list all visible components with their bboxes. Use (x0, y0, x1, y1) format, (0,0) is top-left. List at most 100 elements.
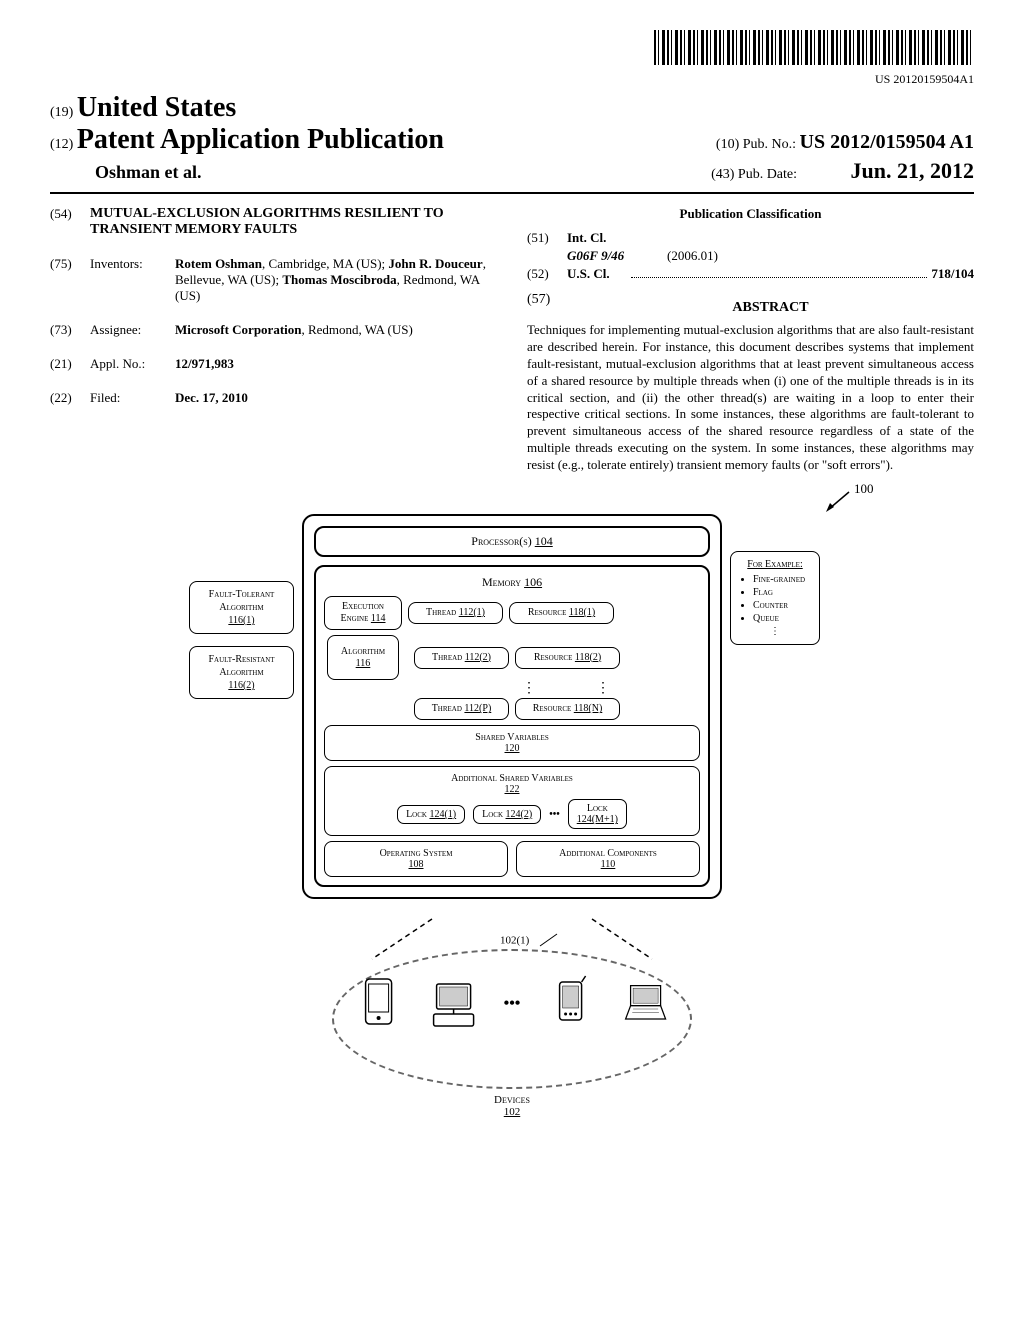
phone-icon (354, 974, 404, 1034)
ref-102-1: 102(1) (500, 931, 562, 951)
authors: Oshman et al. (95, 162, 202, 182)
shared-vars-box: Shared Variables120 (324, 725, 700, 761)
appl-no: 12/971,983 (175, 356, 497, 372)
memory-title: Memory 106 (324, 575, 700, 590)
country-code: (19) (50, 105, 73, 120)
fault-tolerant-box: Fault-Tolerant Algorithm116(1) (189, 581, 294, 634)
content-columns: (54) MUTUAL-EXCLUSION ALGORITHMS RESILIE… (50, 206, 974, 474)
pda-icon (545, 974, 595, 1034)
author-line: Oshman et al. (43) Pub. Date: Jun. 21, 2… (50, 158, 974, 184)
lock-2-box: Lock 124(2) (473, 805, 541, 824)
ref-100: 100 (824, 484, 874, 519)
filed-label: Filed: (90, 390, 175, 406)
header-section: (19) United States (12) Patent Applicati… (50, 92, 974, 194)
execution-engine-box: Execution Engine 114 (324, 596, 402, 630)
resource-2-box: Resource 118(2) (515, 647, 620, 669)
thread-2-box: Thread 112(2) (414, 647, 509, 669)
ex-item: Counter (753, 599, 811, 612)
title-code: (54) (50, 206, 90, 238)
appl-row: (21) Appl. No.: 12/971,983 (50, 356, 497, 372)
barcode (654, 30, 974, 65)
ref-100-label: 100 (854, 481, 874, 497)
invention-title: MUTUAL-EXCLUSION ALGORITHMS RESILIENT TO… (90, 206, 497, 238)
assignee-label: Assignee: (90, 322, 175, 338)
lock-row: Lock 124(1) Lock 124(2) ••• Lock124(M+1) (331, 799, 693, 829)
ex-item: Fine-grained (753, 573, 811, 586)
country-line: (19) United States (50, 92, 974, 124)
vdots-icon: ⋮ (596, 685, 610, 693)
abstract-header: (57) ABSTRACT (527, 292, 974, 322)
os-box: Operating System108 (324, 841, 508, 877)
barcode-area: US 20120159504A1 (50, 30, 974, 87)
intcl-label: Int. Cl. (567, 230, 627, 246)
filed-date: Dec. 17, 2010 (175, 390, 497, 406)
mem-row-3: Thread 112(P) Resource 118(N) (324, 698, 700, 720)
processors-box: Processor(s) 104 (314, 526, 710, 557)
uscl-code: (52) (527, 266, 567, 282)
system-outer-box: Fault-Tolerant Algorithm116(1) Fault-Res… (302, 514, 722, 899)
uscl-row: (52) U.S. Cl. 718/104 (527, 266, 974, 282)
appl-code: (21) (50, 356, 90, 372)
laptop-icon (620, 974, 670, 1034)
ex-item: Flag (753, 586, 811, 599)
pub-no-label: Pub. No.: (743, 137, 796, 152)
bottom-row: Operating System108 Additional Component… (324, 841, 700, 877)
author-left: Oshman et al. (50, 162, 202, 183)
classification-title: Publication Classification (527, 206, 974, 222)
assignee-value: Microsoft Corporation, Redmond, WA (US) (175, 322, 497, 338)
pub-type: Patent Application Publication (77, 124, 444, 155)
example-title: For Example: (739, 558, 811, 571)
mem-row-dots: ⋮ ⋮ (324, 685, 700, 693)
additional-shared-box: Additional Shared Variables122 Lock 124(… (324, 766, 700, 836)
inventors-value: Rotem Oshman, Cambridge, MA (US); John R… (175, 256, 497, 304)
thread-p-box: Thread 112(P) (414, 698, 509, 720)
devices-area: 102(1) (212, 919, 812, 1139)
inventors-row: (75) Inventors: Rotem Oshman, Cambridge,… (50, 256, 497, 304)
patent-page: US 20120159504A1 (19) United States (12)… (0, 0, 1024, 1204)
lock-1-box: Lock 124(1) (397, 805, 465, 824)
lock-m-box: Lock124(M+1) (568, 799, 627, 829)
pub-code: (12) (50, 137, 73, 152)
ellipsis-icon: ••• (549, 809, 560, 820)
fault-resistant-box: Fault-Resistant Algorithm116(2) (189, 646, 294, 699)
pub-no-code: (10) (716, 137, 739, 152)
vdots-icon: ⋮ (522, 685, 536, 693)
right-column: Publication Classification (51) Int. Cl.… (527, 206, 974, 474)
additional-comp-box: Additional Components110 (516, 841, 700, 877)
intcl-code: (51) (527, 230, 567, 246)
country-name: United States (77, 92, 236, 123)
algorithm-box: Algorithm116 (327, 635, 399, 680)
mem-row-1: Execution Engine 114 Thread 112(1) Resou… (324, 596, 700, 630)
abstract-text: Techniques for implementing mutual-exclu… (527, 322, 974, 474)
left-column: (54) MUTUAL-EXCLUSION ALGORITHMS RESILIE… (50, 206, 497, 474)
barcode-number: US 20120159504A1 (50, 72, 974, 87)
ex-item: Queue (753, 612, 811, 625)
thread-1-box: Thread 112(1) (408, 602, 503, 624)
title-row: (54) MUTUAL-EXCLUSION ALGORITHMS RESILIE… (50, 206, 497, 238)
diagram-area: 100 Fault-Tolerant Algorithm116(1) Fault… (50, 514, 974, 1174)
mem-row-2: Algorithm116 Thread 112(2) Resource 118(… (324, 635, 700, 680)
uscl-dots (631, 262, 927, 278)
inventors-code: (75) (50, 256, 90, 304)
pub-right: (10) Pub. No.: US 2012/0159504 A1 (716, 131, 974, 154)
date-right: (43) Pub. Date: Jun. 21, 2012 (711, 158, 974, 184)
assignee-code: (73) (50, 322, 90, 338)
date-label: Pub. Date: (738, 167, 797, 182)
devices-label: Devices102 (494, 1094, 530, 1118)
system-diagram: Fault-Tolerant Algorithm116(1) Fault-Res… (212, 514, 812, 1139)
filed-row: (22) Filed: Dec. 17, 2010 (50, 390, 497, 406)
pub-line: (12) Patent Application Publication (10)… (50, 124, 974, 156)
appl-label: Appl. No.: (90, 356, 175, 372)
assignee-row: (73) Assignee: Microsoft Corporation, Re… (50, 322, 497, 338)
resource-1-box: Resource 118(1) (509, 602, 614, 624)
intcl-row: (51) Int. Cl. (527, 230, 974, 246)
desktop-icon (429, 974, 479, 1034)
ellipsis-icon: ••• (504, 995, 521, 1013)
pub-left: (12) Patent Application Publication (50, 124, 444, 156)
filed-code: (22) (50, 390, 90, 406)
uscl-val: 718/104 (931, 266, 974, 282)
date-code: (43) (711, 167, 734, 182)
uscl-label: U.S. Cl. (567, 266, 627, 282)
pub-date: Jun. 21, 2012 (851, 158, 974, 183)
inventors-label: Inventors: (90, 256, 175, 304)
